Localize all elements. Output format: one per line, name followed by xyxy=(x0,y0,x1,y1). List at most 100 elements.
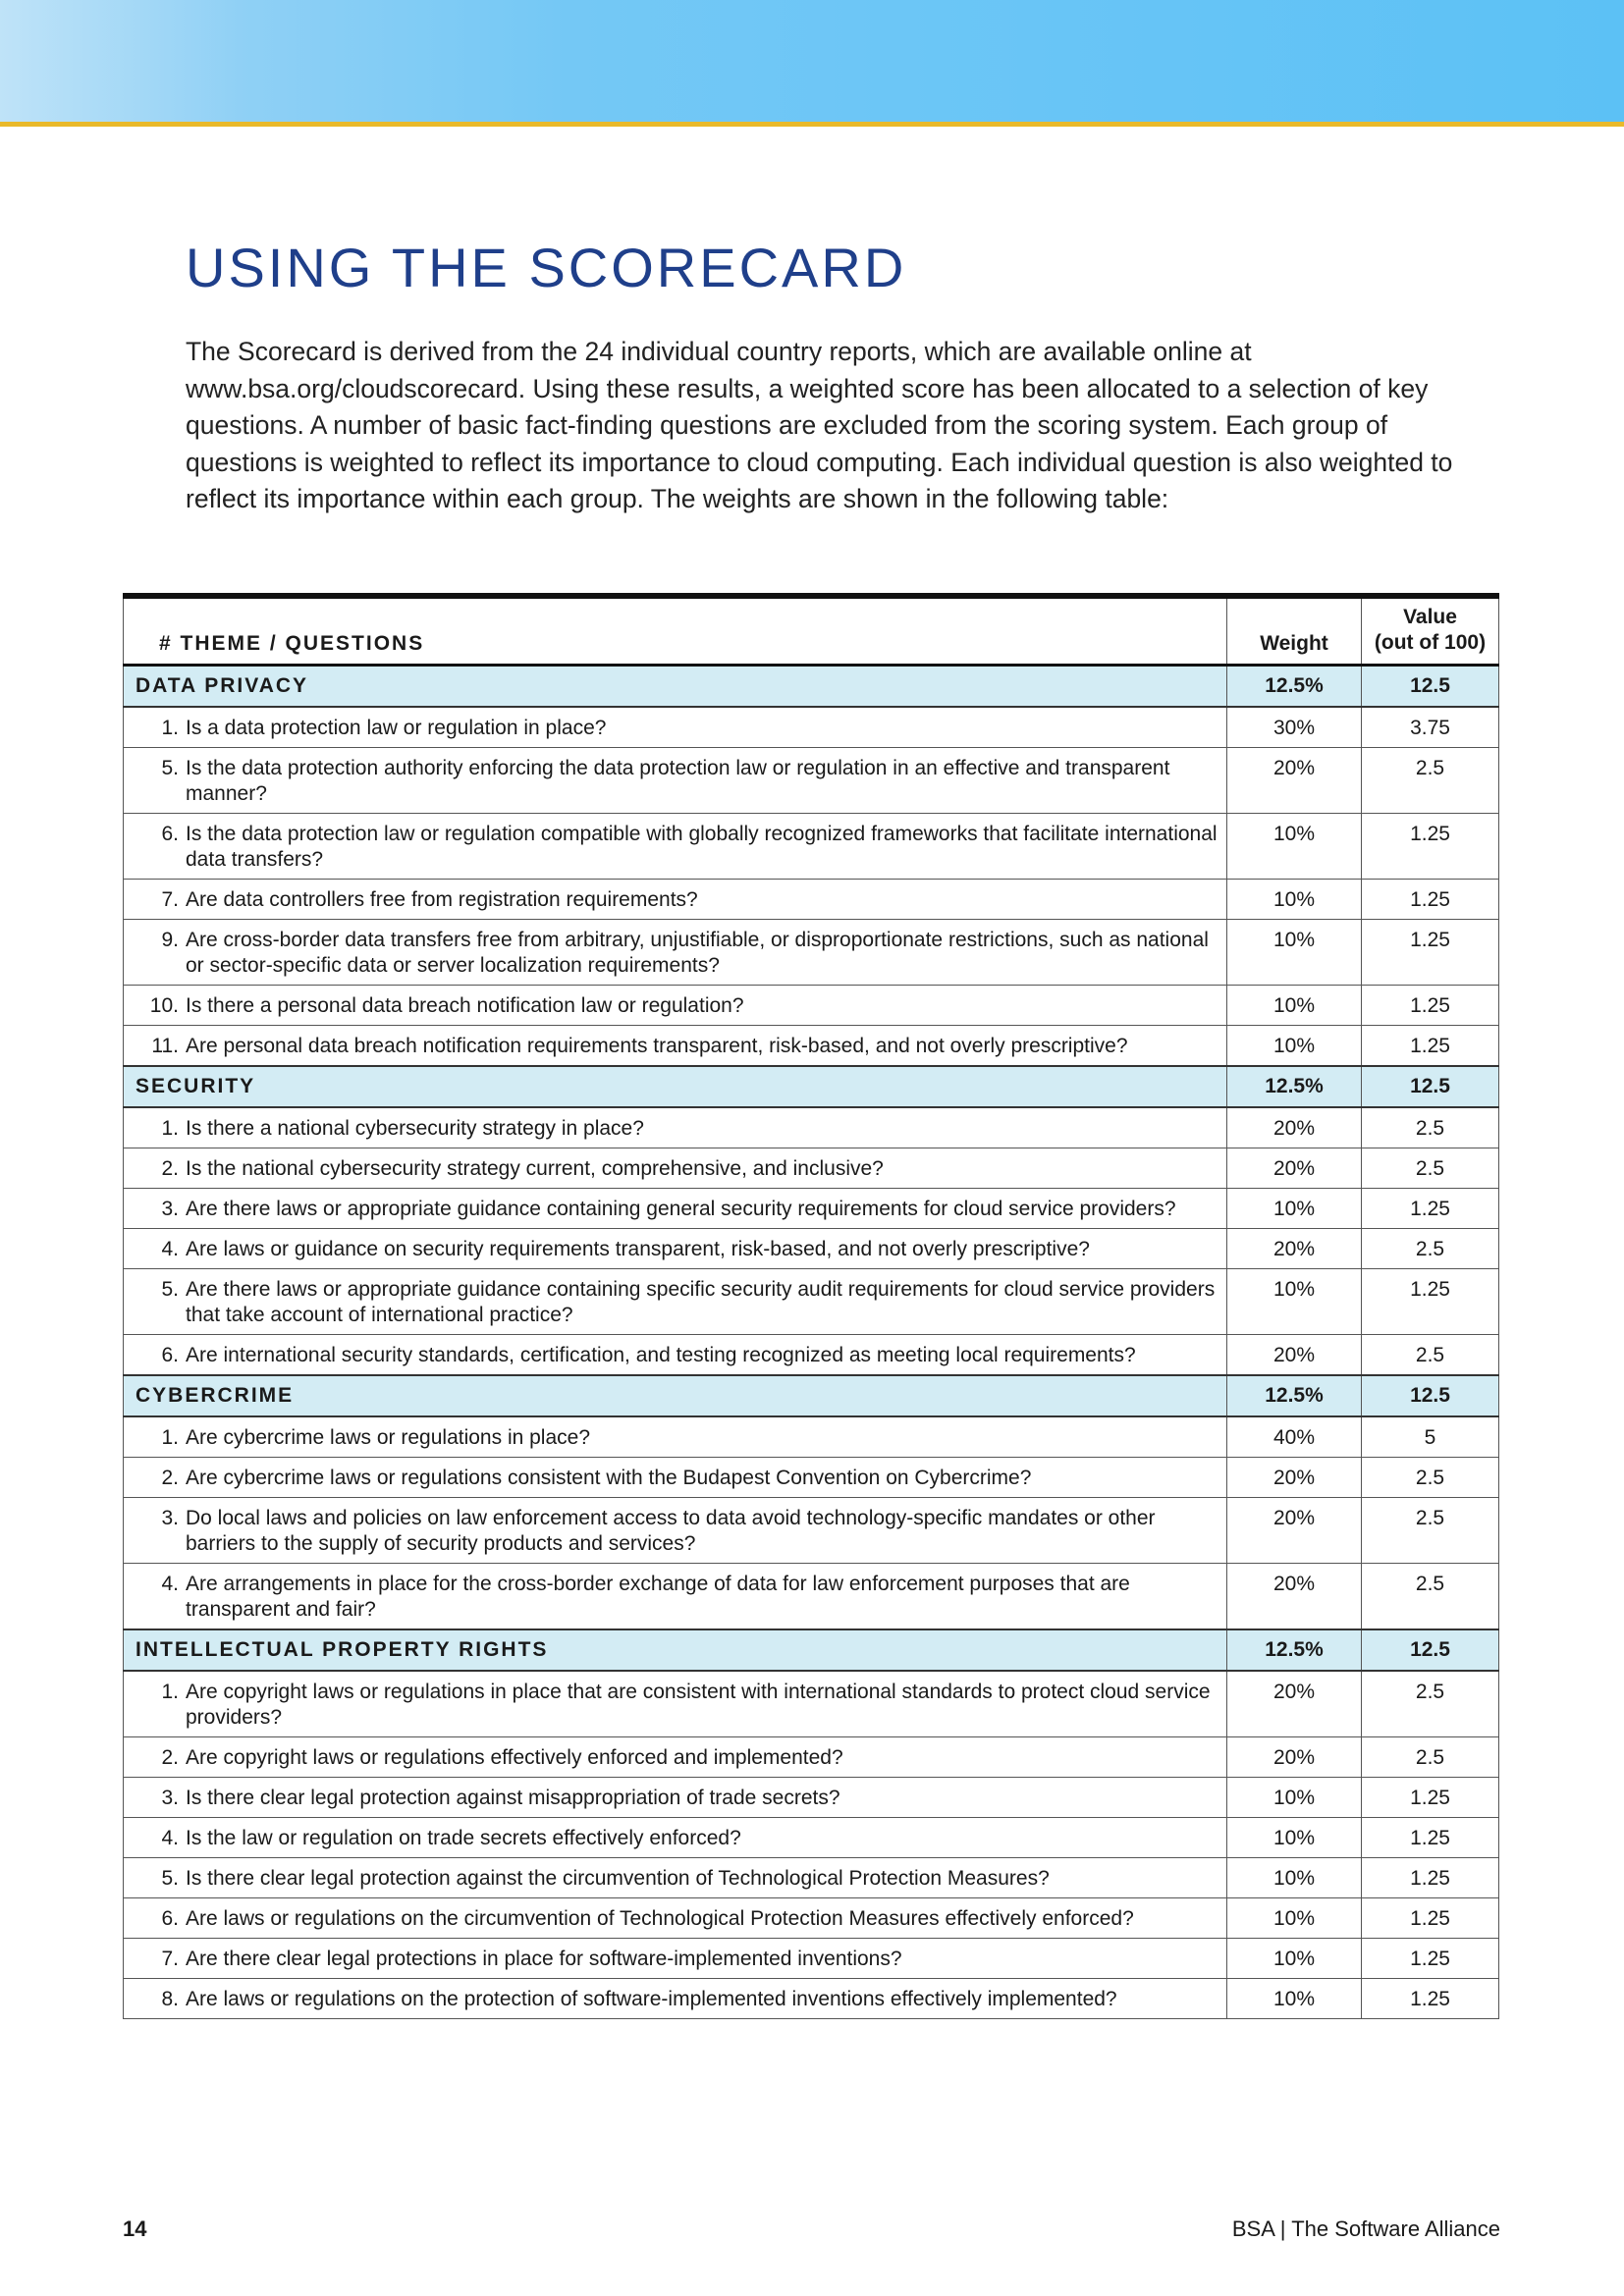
question-weight: 10% xyxy=(1226,812,1362,880)
question-cell: 2. Are copyright laws or regulations effe… xyxy=(123,1735,1227,1778)
question-content: 5. Is the data protection authority enfor… xyxy=(149,756,1220,807)
question-content: 1. Is a data protection law or regulation… xyxy=(149,716,1220,741)
question-row: 3. Are there laws or appropriate guidance… xyxy=(123,1187,1499,1229)
question-weight: 20% xyxy=(1226,1562,1362,1629)
question-weight: 10% xyxy=(1226,1816,1362,1858)
question-row: 1. Is there a national cybersecurity stra… xyxy=(123,1106,1499,1148)
question-number: 2. xyxy=(161,1466,179,1489)
question-value: 1.25 xyxy=(1361,984,1499,1026)
question-weight: 20% xyxy=(1226,1227,1362,1269)
question-cell: 7. Are there clear legal protections in p… xyxy=(123,1937,1227,1979)
footer-brand: BSA | The Software Alliance xyxy=(1231,2216,1500,2241)
question-row: 5. Are there laws or appropriate guidance… xyxy=(123,1267,1499,1335)
question-cell: 6. Are laws or regulations on the circumv… xyxy=(123,1896,1227,1939)
question-content: 2. Is the national cybersecurity strategy… xyxy=(149,1156,1220,1182)
question-row: 2. Are copyright laws or regulations effe… xyxy=(123,1735,1499,1778)
question-weight: 20% xyxy=(1226,1456,1362,1498)
question-cell: 2. Are cybercrime laws or regulations con… xyxy=(123,1456,1227,1498)
question-text: Are cybercrime laws or regulations in pl… xyxy=(186,1425,591,1449)
intro-paragraph: The Scorecard is derived from the 24 ind… xyxy=(186,337,1453,513)
question-text: Are there clear legal protections in pla… xyxy=(186,1947,902,1970)
question-number: 1. xyxy=(161,716,179,739)
question-weight: 10% xyxy=(1226,1937,1362,1979)
section-value: 12.5 xyxy=(1361,1373,1499,1417)
header-banner xyxy=(0,0,1624,122)
question-row: 1. Are copyright laws or regulations in p… xyxy=(123,1670,1499,1737)
header-question: # THEME / QUESTIONS xyxy=(123,595,1227,666)
section-value: 12.5 xyxy=(1361,1064,1499,1108)
question-text: Do local laws and policies on law enforc… xyxy=(186,1506,1156,1555)
question-text: Is there a personal data breach notifica… xyxy=(186,993,744,1017)
question-text: Are laws or regulations on the protectio… xyxy=(186,1987,1117,2010)
question-number: 3. xyxy=(161,1506,179,1529)
question-cell: 3. Do local laws and policies on law enfo… xyxy=(123,1496,1227,1564)
question-number: 7. xyxy=(161,1947,179,1970)
question-number: 6. xyxy=(161,1906,179,1930)
question-value: 2.5 xyxy=(1361,1735,1499,1778)
section-row: CYBERCRIME 12.5% 12.5 xyxy=(123,1373,1499,1417)
question-number: 1. xyxy=(161,1116,179,1140)
question-content: 3. Are there laws or appropriate guidance… xyxy=(149,1197,1220,1222)
question-content: 7. Are data controllers free from registr… xyxy=(149,887,1220,913)
question-weight: 10% xyxy=(1226,878,1362,920)
question-text: Are cross-border data transfers free fro… xyxy=(186,928,1209,977)
question-text: Is there clear legal protection against … xyxy=(186,1866,1050,1890)
question-value: 1.25 xyxy=(1361,1267,1499,1335)
question-cell: 3. Are there laws or appropriate guidance… xyxy=(123,1187,1227,1229)
question-row: 7. Are data controllers free from registr… xyxy=(123,878,1499,920)
header-weight: Weight xyxy=(1226,595,1362,666)
question-text: Are laws or regulations on the circumven… xyxy=(186,1906,1134,1930)
header-rule xyxy=(0,122,1624,127)
question-content: 5. Are there laws or appropriate guidance… xyxy=(149,1277,1220,1328)
question-cell: 10. Is there a personal data breach notif… xyxy=(123,984,1227,1026)
page-title: USING THE SCORECARD xyxy=(186,237,907,298)
question-value: 1.25 xyxy=(1361,1856,1499,1898)
header-value-line1: Value xyxy=(1403,606,1457,628)
question-cell: 1. Are copyright laws or regulations in p… xyxy=(123,1670,1227,1737)
question-text: Are cybercrime laws or regulations consi… xyxy=(186,1466,1032,1489)
question-text: Are personal data breach notification re… xyxy=(186,1034,1128,1057)
question-content: 6. Is the data protection law or regulati… xyxy=(149,822,1220,873)
question-weight: 10% xyxy=(1226,1896,1362,1939)
question-text: Are laws or guidance on security require… xyxy=(186,1237,1090,1260)
header-value: Value (out of 100) xyxy=(1361,595,1499,666)
section-weight: 12.5% xyxy=(1226,1064,1362,1108)
question-content: 11. Are personal data breach notification… xyxy=(149,1034,1220,1059)
question-number: 8. xyxy=(161,1987,179,2010)
question-weight: 10% xyxy=(1226,1856,1362,1898)
question-content: 6. Are international security standards, … xyxy=(149,1343,1220,1368)
question-cell: 8. Are laws or regulations on the protect… xyxy=(123,1977,1227,2019)
question-value: 2.5 xyxy=(1361,1562,1499,1629)
question-weight: 10% xyxy=(1226,984,1362,1026)
question-content: 2. Are copyright laws or regulations effe… xyxy=(149,1745,1220,1771)
question-value: 1.25 xyxy=(1361,1776,1499,1818)
question-row: 3. Is there clear legal protection agains… xyxy=(123,1776,1499,1818)
question-number: 7. xyxy=(161,887,179,911)
question-row: 6. Are laws or regulations on the circumv… xyxy=(123,1896,1499,1939)
question-text: Is the national cybersecurity strategy c… xyxy=(186,1156,884,1180)
question-row: 3. Do local laws and policies on law enfo… xyxy=(123,1496,1499,1564)
question-number: 11. xyxy=(151,1034,179,1057)
question-content: 5. Is there clear legal protection agains… xyxy=(149,1866,1220,1892)
question-content: 10. Is there a personal data breach notif… xyxy=(149,993,1220,1019)
question-weight: 20% xyxy=(1226,1735,1362,1778)
question-value: 1.25 xyxy=(1361,1024,1499,1066)
question-row: 5. Is the data protection authority enfor… xyxy=(123,746,1499,814)
question-number: 4. xyxy=(161,1237,179,1260)
question-text: Are copyright laws or regulations in pla… xyxy=(186,1680,1211,1729)
question-content: 4. Are arrangements in place for the cros… xyxy=(149,1572,1220,1623)
question-number: 2. xyxy=(161,1156,179,1180)
question-value: 2.5 xyxy=(1361,1333,1499,1375)
question-weight: 20% xyxy=(1226,1147,1362,1189)
question-content: 7. Are there clear legal protections in p… xyxy=(149,1947,1220,1972)
question-cell: 5. Is the data protection authority enfor… xyxy=(123,746,1227,814)
question-number: 5. xyxy=(161,1277,179,1301)
question-number: 3. xyxy=(161,1197,179,1220)
question-row: 10. Is there a personal data breach notif… xyxy=(123,984,1499,1026)
question-cell: 7. Are data controllers free from registr… xyxy=(123,878,1227,920)
section-name: CYBERCRIME xyxy=(123,1373,1227,1417)
question-number: 4. xyxy=(161,1572,179,1595)
question-row: 8. Are laws or regulations on the protect… xyxy=(123,1977,1499,2019)
section-weight: 12.5% xyxy=(1226,1373,1362,1417)
question-cell: 4. Are laws or guidance on security requi… xyxy=(123,1227,1227,1269)
